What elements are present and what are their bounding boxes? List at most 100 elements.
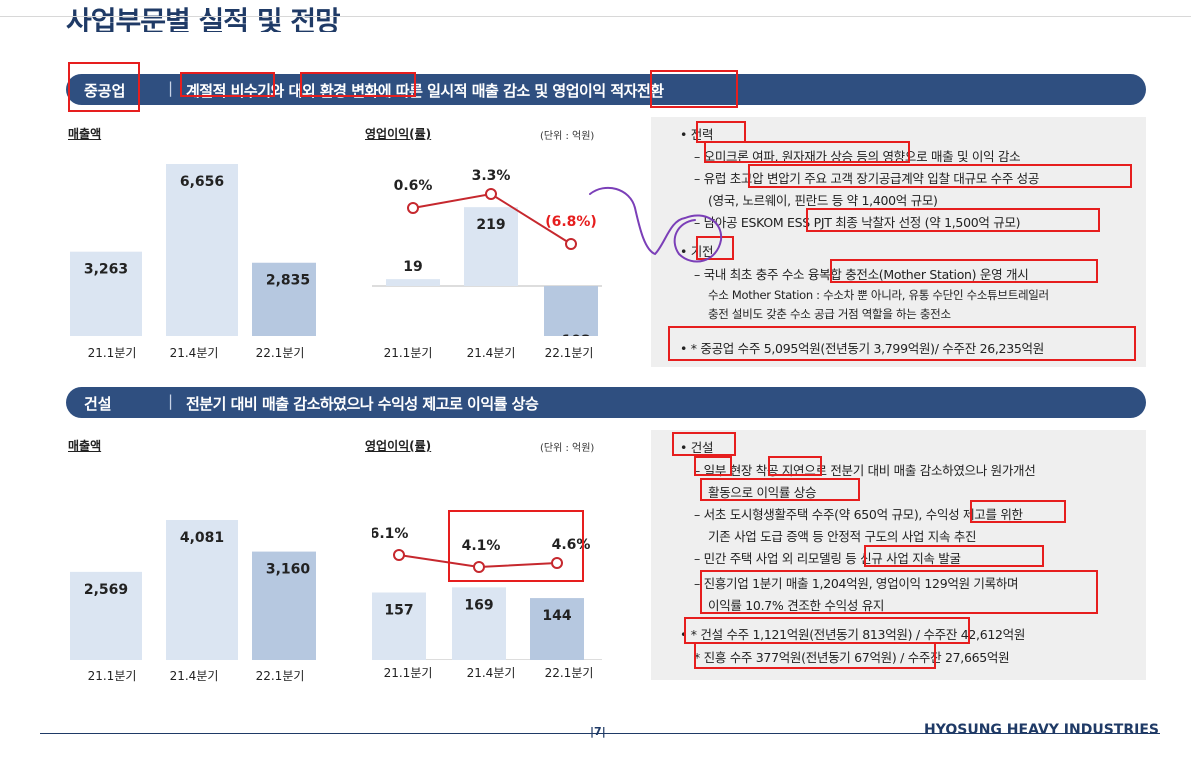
annotation-box [694, 642, 936, 669]
x-tick: 21.1분기 [383, 346, 433, 360]
section-headline: 전분기 대비 매출 감소하였으나 수익성 제고로 이익률 상승 [186, 395, 539, 413]
annotation-box [864, 545, 1044, 567]
bullet-item: (영국, 노르웨이, 핀란드 등 약 1,400억 규모) [708, 193, 938, 208]
bullet-item: 이익률 10.7% 견조한 수익성 유지 [708, 598, 885, 613]
bar-value-label: 4,081 [180, 530, 224, 546]
bullet-item: – 유럽 초고압 변압기 주요 고객 장기공급계약 입찰 대규모 수주 성공 [694, 171, 1040, 186]
bullet-item: – 진흥기업 1분기 매출 1,204억원, 영업이익 129억원 기록하며 [694, 576, 1019, 591]
section-tag: 중공업 [84, 82, 126, 100]
section-banner-construction: 건설 | 전분기 대비 매출 감소하였으나 수익성 제고로 이익률 상승 [66, 387, 1146, 418]
banner-separator: | [168, 79, 174, 97]
margin-label: 6.1% [372, 526, 408, 542]
sales-chart: 3,263 6,656 2,835 [66, 150, 324, 336]
bar-value-label: ▲192 [551, 333, 591, 336]
sales-bar [252, 262, 324, 336]
bar-value-label: 144 [542, 608, 571, 624]
bar-value-label: 157 [384, 602, 413, 618]
sales-chart-label: 매출액 [68, 127, 102, 141]
op-chart: 19 219 ▲192 0.6% 3.3% (6.8%) [372, 150, 612, 356]
x-tick: 21.1분기 [87, 669, 137, 683]
annotation-box [694, 456, 732, 476]
annotation-box [448, 510, 584, 582]
x-tick: 21.4분기 [169, 669, 219, 683]
x-tick: 22.1분기 [255, 669, 305, 683]
op-bar [530, 598, 584, 660]
op-chart: 157 169 144 6.1% 4.1% 4.6% [370, 460, 612, 661]
op-bar [544, 286, 598, 356]
op-chart-label: 영업이익(률) [365, 127, 432, 141]
annotation-box [68, 62, 140, 112]
bullet-item: – 국내 최초 충주 수소 융복합 충전소(Mother Station) 운영… [694, 267, 1029, 282]
annotation-box [768, 456, 822, 476]
margin-marker [551, 557, 563, 569]
annotation-box [696, 236, 734, 260]
x-tick: 21.4분기 [466, 666, 516, 680]
banner-separator: | [168, 392, 174, 410]
bullet-item: – 오미크론 여파, 원자재가 상승 등의 영향으로 매출 및 이익 감소 [694, 149, 1021, 164]
sales-bar [166, 520, 238, 660]
annotation-box [672, 432, 736, 456]
annotation-box [700, 478, 860, 501]
annotation-box [696, 121, 746, 143]
op-bar [372, 592, 426, 660]
bottom-divider [40, 733, 1160, 734]
bullet-item: 충전 설비도 갖춘 수소 공급 거점 역할을 하는 충전소 [708, 307, 951, 321]
bar-value-label: 3,263 [84, 262, 128, 278]
sales-bar [70, 571, 142, 660]
op-chart-label: 영업이익(률) [365, 439, 432, 453]
company-logo-text: HYOSUNG HEAVY INDUSTRIES [924, 722, 1159, 738]
bullet-item: 기존 사업 도급 증액 등 안정적 구도의 사업 지속 추진 [708, 529, 977, 544]
x-tick: 22.1분기 [255, 346, 305, 360]
bullet-item: – 서초 도시형생활주택 수주(약 650억 규모), 수익성 제고를 위한 [694, 507, 1023, 522]
margin-label: 4.6% [552, 537, 591, 553]
bar-value-label: 219 [476, 217, 505, 233]
top-divider [0, 16, 1191, 17]
margin-label: 3.3% [472, 168, 511, 184]
annotation-box [650, 70, 738, 108]
bar-value-label: 3,160 [266, 562, 311, 578]
margin-label: 4.1% [462, 538, 501, 554]
order-summary: * 진흥 수주 377억원(전년동기 67억원) / 수주잔 27,665억원 [694, 650, 1010, 665]
sales-bar [70, 251, 142, 336]
x-tick: 21.4분기 [169, 346, 219, 360]
bullet-item: 활동으로 이익률 상승 [708, 485, 817, 500]
bar-value-label: 6,656 [180, 174, 224, 190]
section-tag: 건설 [84, 395, 112, 413]
x-tick: 21.1분기 [87, 346, 137, 360]
summary-box-construction [651, 430, 1146, 680]
order-summary: • * 건설 수주 1,121억원(전년동기 813억원) / 수주잔 42,6… [680, 627, 1026, 642]
margin-marker [393, 549, 405, 561]
page-title: 사업부문별 실적 및 전망 [66, 5, 340, 32]
annotation-box [806, 208, 1100, 232]
annotation-box [684, 617, 970, 644]
annotation-box [668, 326, 1136, 361]
bar-value-label: 169 [464, 597, 493, 613]
bullet-head: • 건설 [680, 440, 714, 455]
sales-chart-label: 매출액 [68, 439, 102, 453]
bar-value-label: 19 [403, 259, 422, 275]
sales-bar [252, 551, 324, 660]
x-tick: 22.1분기 [544, 346, 594, 360]
annotation-box [180, 72, 275, 97]
annotation-box [830, 259, 1098, 283]
op-bar [452, 587, 506, 660]
x-tick: 21.4분기 [466, 346, 516, 360]
order-summary: • * 중공업 수주 5,095억원(전년동기 3,799억원)/ 수주잔 26… [680, 341, 1044, 356]
unit-label: (단위 : 억원) [540, 443, 595, 454]
sales-chart: 2,569 4,081 3,160 [66, 460, 324, 660]
bullet-item: – 남아공 ESKOM ESS PJT 최종 낙찰자 선정 (약 1,500억 … [694, 215, 1021, 230]
sales-bar [166, 164, 238, 336]
x-tick: 21.1분기 [383, 666, 433, 680]
bar-value-label: 2,835 [266, 273, 310, 289]
page-number: |7| [590, 725, 606, 738]
bar-value-label: 2,569 [84, 582, 128, 598]
annotation-box [970, 500, 1066, 523]
annotation-box [700, 570, 1098, 614]
bullet-item: 수소 Mother Station : 수소차 뿐 아니라, 유통 수단인 수소… [708, 288, 1049, 302]
annotation-box [748, 164, 1132, 188]
margin-label: 0.6% [394, 178, 433, 194]
margin-marker [485, 188, 497, 200]
unit-label: (단위 : 억원) [540, 131, 595, 142]
margin-marker [407, 202, 419, 214]
bullet-item: – 일부 현장 착공 지연으로 전분기 대비 매출 감소하였으나 원가개선 [694, 463, 1036, 478]
